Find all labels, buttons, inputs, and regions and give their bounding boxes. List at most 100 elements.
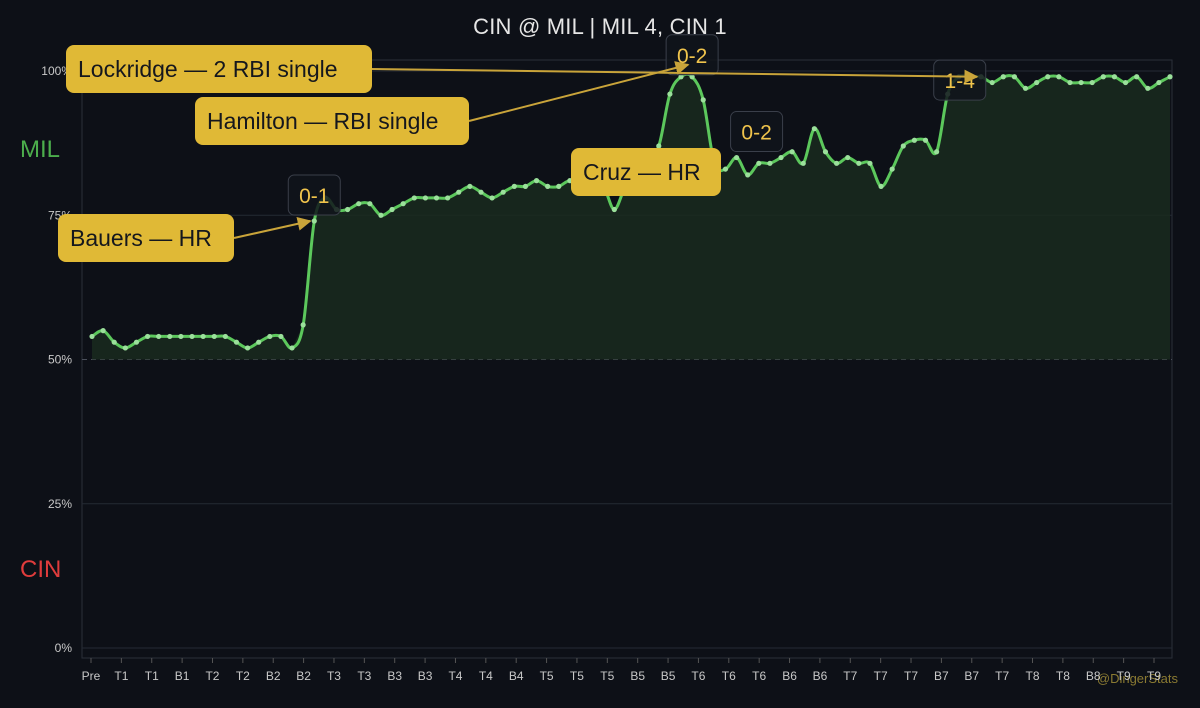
x-tick-label: B6 [782,669,797,683]
x-tick-label: T8 [1056,669,1070,683]
data-point [1000,74,1006,80]
data-point [467,183,473,189]
annotation-arrow [371,68,979,84]
data-point [378,212,384,218]
data-point [867,160,873,166]
data-point [722,166,729,172]
x-tick-label: T5 [570,669,584,683]
data-point [822,149,829,155]
data-point [1145,85,1151,91]
bottom-team-label: CIN [20,556,62,583]
x-tick-label: T6 [691,669,705,683]
data-point [800,160,806,166]
x-tick-label: T6 [722,669,736,683]
data-point [989,79,995,86]
data-point [833,160,840,166]
data-point [511,183,517,189]
data-point [1034,79,1040,86]
data-point [156,333,162,340]
data-point [89,333,95,340]
data-point [389,206,395,213]
data-point [767,160,773,166]
x-tick-label: B3 [418,669,433,683]
data-point [167,333,173,340]
data-point [345,206,351,213]
data-point [733,154,740,161]
data-point [756,160,762,166]
watermark: @DingerStats [1096,671,1178,686]
score-label: 1-4 [945,70,976,93]
data-point [244,345,251,351]
data-point [100,328,106,334]
data-point [533,178,540,184]
data-point [367,201,373,207]
data-point [233,339,240,345]
x-tick-label: B4 [509,669,524,683]
y-tick-label: 0% [55,641,73,655]
x-tick-label: T1 [145,669,159,683]
data-point [144,333,151,340]
data-point [200,333,206,340]
x-tick-label: T5 [600,669,614,683]
y-tick-label: 50% [48,353,72,367]
data-point [189,333,195,340]
x-tick-label: Pre [82,669,101,683]
annotation-label: Lockridge — 2 RBI single [78,56,338,82]
x-tick-label: T4 [479,669,493,683]
x-tick-label: B2 [296,669,311,683]
data-point [678,74,684,80]
data-point [222,333,228,340]
score-label: 0-1 [299,185,329,208]
data-point [611,206,617,213]
data-point [478,189,484,195]
x-tick-label: T7 [874,669,888,683]
data-point [456,189,462,195]
data-point [311,218,317,224]
score-label: 0-2 [741,122,771,145]
x-tick-label: T3 [327,669,341,683]
data-point [289,345,295,351]
data-point [1022,85,1029,91]
x-tick-label: B2 [266,669,281,683]
x-tick-label: B7 [934,669,949,683]
x-tick-label: T9 [1117,669,1131,683]
data-point [667,91,673,97]
annotation-box [66,45,372,93]
data-point [1011,74,1018,80]
data-point [400,201,406,207]
annotation-label: Cruz — HR [583,159,701,185]
x-tick-label: T7 [843,669,857,683]
x-tick-label: T2 [236,669,250,683]
data-point [122,345,128,351]
data-point [1089,79,1095,86]
data-point [522,183,529,189]
data-point [1067,79,1073,86]
data-point [856,160,862,166]
data-point [1167,74,1173,80]
x-tick-label: T7 [904,669,918,683]
data-point [745,172,751,178]
data-point [811,126,817,132]
data-point [778,154,784,161]
data-point [889,166,895,172]
top-team-label: MIL [20,136,61,163]
x-tick-label: T7 [995,669,1009,683]
data-point [922,137,929,143]
annotation-label: Bauers — HR [70,225,212,251]
data-point [300,322,306,328]
data-point [556,183,562,189]
data-point [267,333,273,340]
data-point [1134,74,1140,80]
data-point [700,97,706,103]
data-point [256,339,262,345]
data-point [878,183,884,189]
annotation-arrow [233,216,312,239]
data-point [911,137,917,143]
annotation-box [58,214,234,262]
y-tick-label: 100% [41,64,72,78]
data-point [500,189,506,195]
data-point [1045,74,1051,80]
x-tick-label: B5 [630,669,645,683]
data-point [411,195,417,201]
